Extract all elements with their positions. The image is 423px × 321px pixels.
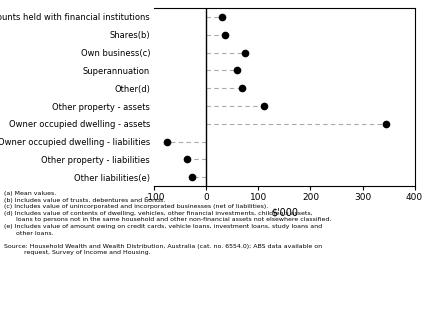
X-axis label: $'000: $'000 xyxy=(271,208,298,218)
Text: (a) Mean values.
(b) Includes value of trusts, debentures and bonds.
(c) Include: (a) Mean values. (b) Includes value of t… xyxy=(4,191,332,256)
